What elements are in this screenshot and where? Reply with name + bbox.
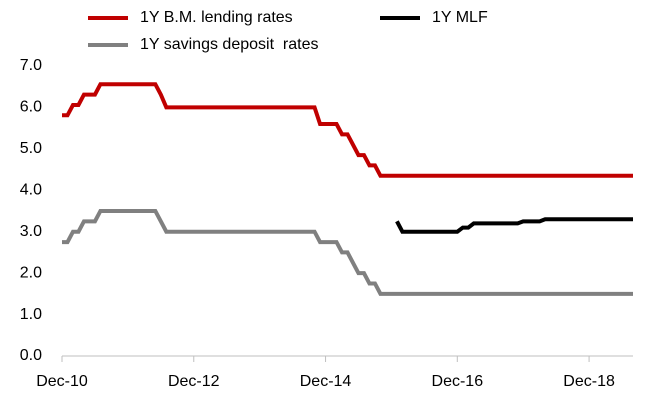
y-tick-label: 6.0 <box>20 99 42 116</box>
y-tick-label: 2.0 <box>20 264 42 281</box>
x-tick-label: Dec-10 <box>36 373 88 390</box>
y-tick-label: 0.0 <box>20 347 42 364</box>
x-tick-label: Dec-18 <box>563 373 615 390</box>
series-line <box>395 217 633 234</box>
legend-label: 1Y B.M. lending rates <box>140 9 293 26</box>
legend-label: 1Y MLF <box>432 9 488 26</box>
y-tick-label: 7.0 <box>20 57 42 74</box>
series-line <box>62 209 633 296</box>
x-tick-label: Dec-12 <box>168 373 220 390</box>
x-tick-label: Dec-16 <box>432 373 484 390</box>
y-tick-label: 3.0 <box>20 223 42 240</box>
series-line <box>62 82 633 178</box>
y-tick-label: 4.0 <box>20 182 42 199</box>
legend-label: 1Y savings deposit rates <box>140 36 318 53</box>
y-tick-label: 1.0 <box>20 306 42 323</box>
y-tick-label: 5.0 <box>20 140 42 157</box>
x-tick-label: Dec-14 <box>300 373 352 390</box>
